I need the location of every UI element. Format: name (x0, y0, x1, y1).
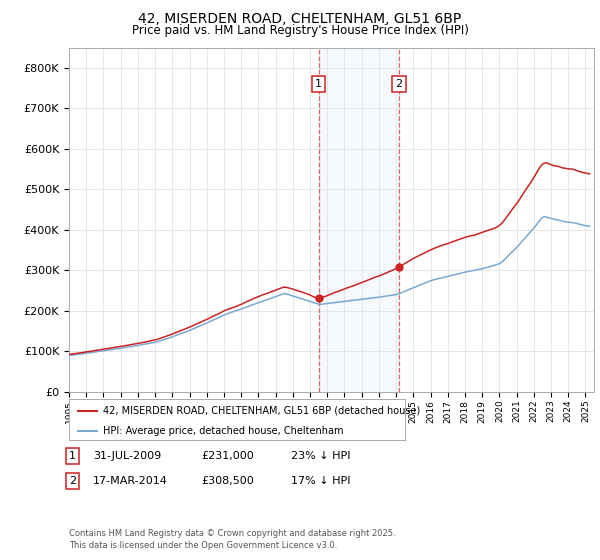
Text: 42, MISERDEN ROAD, CHELTENHAM, GL51 6BP (detached house): 42, MISERDEN ROAD, CHELTENHAM, GL51 6BP … (103, 405, 420, 416)
Text: 1: 1 (69, 451, 76, 461)
Text: 31-JUL-2009: 31-JUL-2009 (93, 451, 161, 461)
Bar (319, 48, 399, 392)
Text: Price paid vs. HM Land Registry's House Price Index (HPI): Price paid vs. HM Land Registry's House … (131, 24, 469, 37)
Text: 17% ↓ HPI: 17% ↓ HPI (291, 476, 350, 486)
Text: 17-MAR-2014: 17-MAR-2014 (93, 476, 168, 486)
Text: 2: 2 (69, 476, 76, 486)
Text: 1: 1 (315, 79, 322, 89)
Text: HPI: Average price, detached house, Cheltenham: HPI: Average price, detached house, Chel… (103, 426, 343, 436)
Text: £308,500: £308,500 (201, 476, 254, 486)
Text: £231,000: £231,000 (201, 451, 254, 461)
Text: 42, MISERDEN ROAD, CHELTENHAM, GL51 6BP: 42, MISERDEN ROAD, CHELTENHAM, GL51 6BP (139, 12, 461, 26)
Text: 23% ↓ HPI: 23% ↓ HPI (291, 451, 350, 461)
Text: Contains HM Land Registry data © Crown copyright and database right 2025.
This d: Contains HM Land Registry data © Crown c… (69, 529, 395, 550)
Text: 2: 2 (395, 79, 403, 89)
